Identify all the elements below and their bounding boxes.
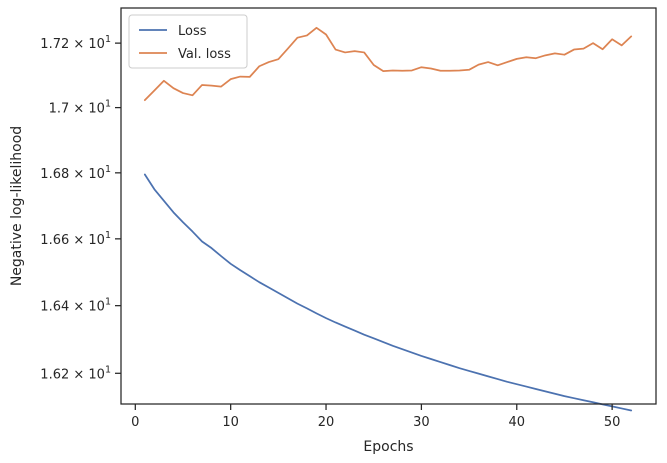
y-axis-label: Negative log-likelihood	[9, 126, 25, 286]
x-tick-label: 20	[318, 415, 335, 430]
legend-box	[128, 14, 248, 69]
x-axis-label: Epochs	[363, 439, 413, 455]
x-tick-label: 10	[222, 415, 239, 430]
x-tick-label: 0	[131, 415, 139, 430]
y-tick-label: 1.62 × 101	[40, 364, 111, 382]
y-axis-ticks: 1.62 × 101 1.64 × 101 1.66 × 101 1.68 × 101…	[40, 34, 121, 382]
x-tick-label: 30	[413, 415, 430, 430]
y-tick-label: 1.7 × 101	[49, 99, 111, 117]
plot-frame	[120, 7, 657, 405]
legend-label-loss: Loss	[178, 24, 207, 39]
y-tick-label: 1.72 × 101	[40, 34, 111, 52]
x-axis-ticks: 0 10 20 30 40 50	[131, 404, 620, 430]
series-line-0	[143, 173, 633, 412]
x-tick-label: 40	[508, 415, 525, 430]
legend: Loss Val. loss	[128, 14, 248, 69]
y-tick-label: 1.64 × 101	[40, 297, 111, 315]
legend-label-val-loss: Val. loss	[178, 47, 231, 62]
y-tick-label: 1.66 × 101	[40, 230, 111, 248]
y-tick-label: 1.68 × 101	[40, 164, 111, 182]
series-line-1	[143, 26, 633, 102]
plot-area	[121, 8, 656, 404]
series-layer	[143, 26, 633, 412]
x-tick-label: 50	[604, 415, 621, 430]
